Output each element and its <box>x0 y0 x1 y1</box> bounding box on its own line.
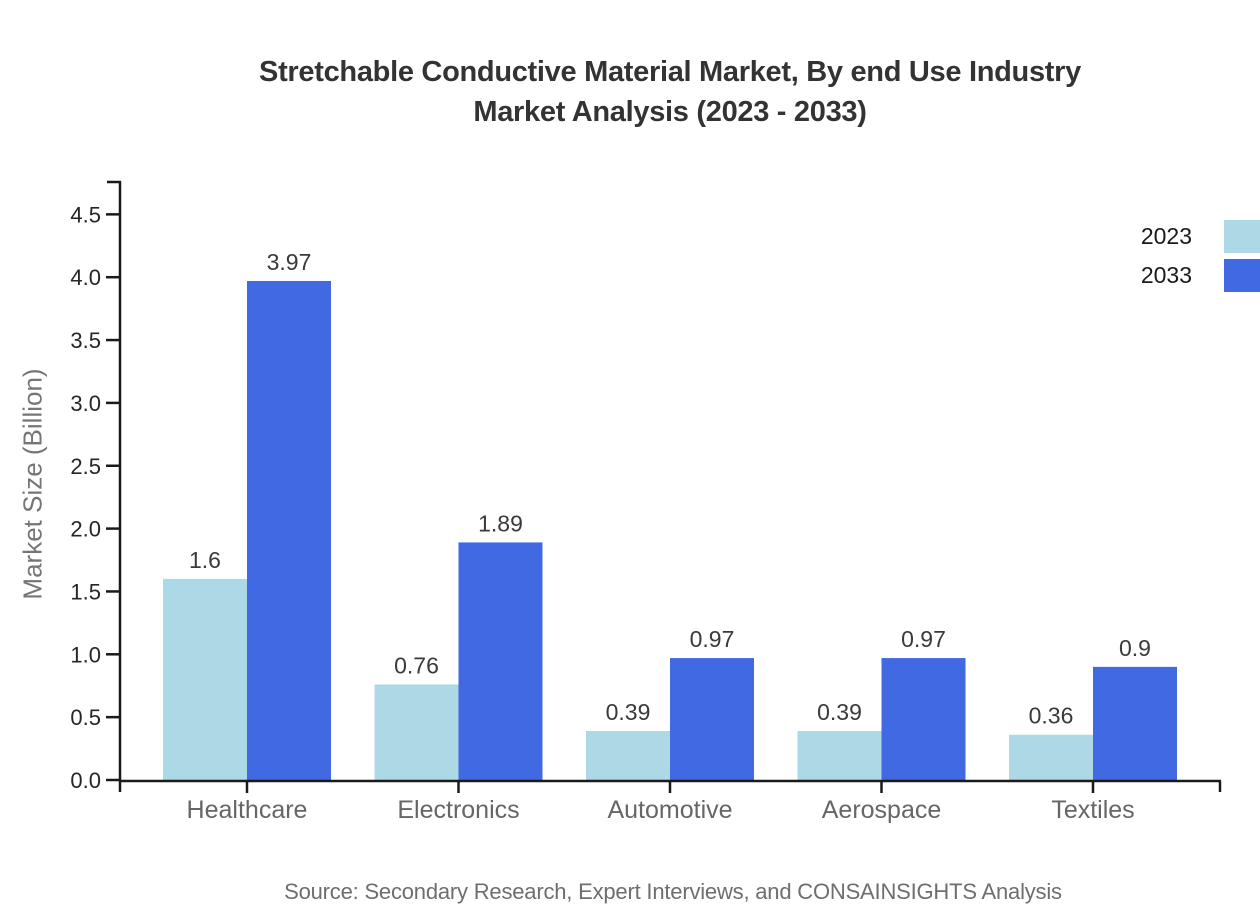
bar-2033-automotive <box>670 658 754 780</box>
bar-2023-aerospace <box>797 730 882 780</box>
chart-title: Stretchable Conductive Material Market, … <box>80 52 1260 132</box>
y-tick-label: 3.0 <box>70 391 101 416</box>
value-label-2023-automotive: 0.39 <box>606 699 651 725</box>
bar-2023-electronics <box>374 684 459 780</box>
value-label-2023-healthcare: 1.6 <box>189 547 221 573</box>
legend-label-2033: 2033 <box>1140 262 1192 288</box>
bar-2023-healthcare <box>163 578 247 780</box>
legend: 2023 2033 <box>1141 220 1260 292</box>
value-label-2033-aerospace: 0.97 <box>901 626 946 652</box>
legend-item-2033: 2033 <box>1141 259 1260 292</box>
value-label-2033-textiles: 0.9 <box>1119 635 1151 661</box>
x-category-label-aerospace: Aerospace <box>822 796 942 824</box>
y-tick-label: 4.0 <box>70 265 101 290</box>
chart-title-line2: Market Analysis (2023 - 2033) <box>473 96 867 128</box>
x-category-label-healthcare: Healthcare <box>187 796 308 824</box>
bar-2033-healthcare <box>247 280 331 780</box>
bar-2023-automotive <box>586 730 670 780</box>
value-label-2033-electronics: 1.89 <box>478 510 523 536</box>
value-label-2023-electronics: 0.76 <box>394 652 439 678</box>
legend-label-2023: 2023 <box>1140 223 1192 249</box>
y-tick-label: 4.5 <box>70 202 101 227</box>
bar-2033-aerospace <box>881 658 966 780</box>
bar-2023-textiles <box>1009 734 1093 780</box>
x-category-label-electronics: Electronics <box>397 796 519 824</box>
legend-swatch-2033 <box>1224 259 1260 292</box>
x-category-label-textiles: Textiles <box>1051 796 1134 824</box>
value-label-2023-textiles: 0.36 <box>1029 703 1074 729</box>
value-label-2033-healthcare: 3.97 <box>267 249 312 275</box>
y-tick-label: 1.5 <box>70 579 101 604</box>
legend-swatch-2023 <box>1224 220 1260 253</box>
y-tick-label: 2.0 <box>70 517 101 542</box>
bar-2033-textiles <box>1093 666 1177 780</box>
y-tick-label: 3.5 <box>70 328 101 353</box>
x-category-label-automotive: Automotive <box>607 796 732 824</box>
legend-item-2023: 2023 <box>1141 220 1260 253</box>
y-tick-label: 0.0 <box>70 768 101 793</box>
y-tick-label: 2.5 <box>70 454 101 479</box>
value-label-2033-automotive: 0.97 <box>690 626 735 652</box>
value-label-2023-aerospace: 0.39 <box>817 699 862 725</box>
y-tick-label: 0.5 <box>70 705 101 730</box>
source-note: Source: Secondary Research, Expert Inter… <box>284 879 1062 904</box>
y-tick-label: 1.0 <box>70 642 101 667</box>
chart-title-line1: Stretchable Conductive Material Market, … <box>259 56 1081 88</box>
bar-2033-electronics <box>458 542 543 780</box>
